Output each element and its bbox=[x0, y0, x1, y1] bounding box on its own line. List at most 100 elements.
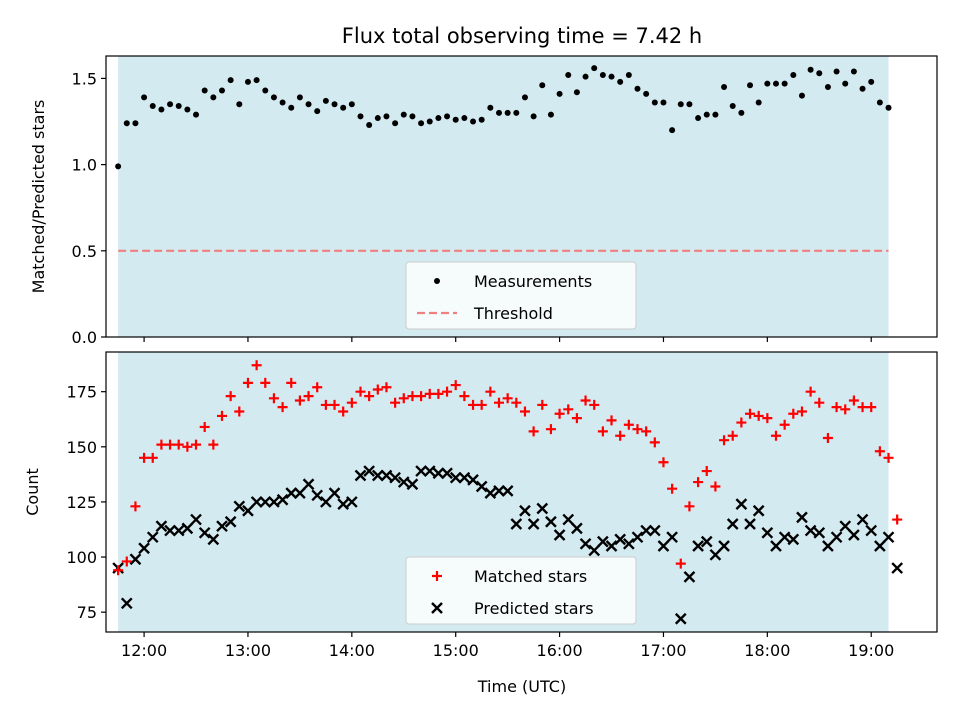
measurement-point bbox=[530, 113, 537, 120]
predicted-star-point bbox=[545, 515, 557, 528]
predicted-star-point bbox=[510, 518, 523, 530]
measurement-point bbox=[798, 92, 805, 99]
predicted-star-point bbox=[718, 540, 730, 552]
matched-star-point bbox=[649, 437, 660, 448]
y-tick-label: 75 bbox=[77, 603, 97, 622]
predicted-star-point bbox=[752, 504, 765, 517]
predicted-star-point bbox=[224, 515, 237, 528]
predicted-star-point bbox=[294, 487, 306, 499]
measurement-point bbox=[539, 82, 546, 89]
legend-label: Threshold bbox=[473, 304, 553, 323]
legend-measurements-marker bbox=[434, 278, 440, 284]
predicted-star-point bbox=[614, 533, 627, 546]
matched-star-point bbox=[623, 419, 634, 430]
predicted-star-point bbox=[216, 520, 228, 533]
y-tick-label: 175 bbox=[66, 383, 97, 402]
predicted-star-point bbox=[259, 496, 272, 508]
measurement-point bbox=[366, 121, 373, 128]
matched-star-point bbox=[554, 408, 565, 419]
matched-star-point bbox=[338, 406, 349, 417]
measurement-point bbox=[253, 77, 260, 84]
predicted-star-point bbox=[631, 531, 644, 544]
matched-star-point bbox=[147, 452, 158, 463]
measurement-point bbox=[141, 94, 148, 101]
matched-star-point bbox=[433, 388, 444, 399]
predicted-star-point bbox=[415, 465, 427, 477]
predicted-star-point bbox=[328, 487, 341, 499]
legend-label: Measurements bbox=[474, 272, 592, 291]
measurement-point bbox=[123, 120, 130, 127]
predicted-star-point bbox=[337, 498, 350, 510]
matched-star-point bbox=[390, 397, 401, 408]
matched-star-point bbox=[857, 402, 868, 413]
measurement-point bbox=[772, 80, 779, 87]
matched-star-point bbox=[156, 439, 167, 450]
predicted-star-point bbox=[527, 518, 540, 530]
matched-star-point bbox=[182, 441, 193, 452]
matched-star-point bbox=[130, 501, 141, 512]
y-tick-label: 0.5 bbox=[72, 242, 97, 261]
measurement-point bbox=[444, 113, 451, 120]
measurement-point bbox=[781, 80, 788, 87]
measurement-point bbox=[236, 101, 243, 108]
measurement-point bbox=[842, 80, 849, 87]
matched-star-point bbox=[545, 424, 556, 435]
measurement-point bbox=[201, 87, 208, 94]
matched-star-point bbox=[667, 483, 678, 494]
matched-star-point bbox=[260, 377, 271, 388]
predicted-star-point bbox=[657, 540, 670, 552]
matched-star-point bbox=[225, 391, 236, 402]
predicted-star-point bbox=[874, 540, 886, 552]
matched-star-point bbox=[615, 430, 626, 441]
predicted-star-point bbox=[553, 529, 566, 541]
matched-star-point bbox=[277, 402, 288, 413]
measurement-point bbox=[175, 102, 182, 109]
predicted-star-point bbox=[605, 540, 618, 552]
predicted-star-point bbox=[406, 478, 419, 491]
matched-star-point bbox=[121, 556, 132, 567]
matched-star-point bbox=[173, 439, 184, 450]
predicted-star-point bbox=[597, 535, 609, 548]
matched-star-point bbox=[165, 439, 176, 450]
measurement-point bbox=[591, 65, 598, 72]
matched-star-point bbox=[675, 558, 686, 569]
matched-star-point bbox=[848, 395, 859, 406]
measurement-point bbox=[115, 163, 122, 170]
predicted-star-point bbox=[891, 562, 904, 574]
matched-star-point bbox=[407, 391, 418, 402]
predicted-star-point bbox=[129, 553, 142, 566]
predicted-star-point bbox=[822, 540, 834, 552]
measurement-point bbox=[617, 78, 624, 85]
measurement-point bbox=[244, 78, 251, 85]
predicted-star-point bbox=[320, 496, 332, 508]
predicted-star-point bbox=[588, 544, 601, 557]
predicted-star-point bbox=[285, 487, 298, 499]
measurement-point bbox=[755, 99, 762, 106]
matched-star-point bbox=[571, 413, 582, 424]
predicted-star-point bbox=[856, 513, 869, 526]
bottom-panel: 12:00 13:00 14:00 15:00 16:00 17:00 18:00 19:00… bbox=[23, 351, 938, 660]
matched-star-point bbox=[216, 410, 227, 421]
x-tick-label: 18:00 bbox=[744, 641, 790, 660]
predicted-star-point bbox=[735, 498, 748, 510]
matched-star-point bbox=[139, 452, 150, 463]
matched-star-point bbox=[450, 380, 461, 391]
predicted-star-point bbox=[778, 531, 791, 544]
matched-star-point bbox=[874, 446, 885, 457]
top-panel: 0.0 0.5 1.0 1.5 Matched/Predicted stars Measu… bbox=[29, 55, 938, 347]
matched-star-point bbox=[814, 397, 825, 408]
matched-star-point bbox=[762, 413, 773, 424]
bottom-legend: Matched stars Predicted stars bbox=[405, 556, 637, 625]
x-tick-label: 14:00 bbox=[329, 641, 375, 660]
y-tick-label: 0.0 bbox=[72, 328, 97, 347]
measurement-point bbox=[747, 82, 754, 89]
matched-star-point bbox=[753, 410, 764, 421]
matched-star-point bbox=[779, 419, 790, 430]
matched-star-point bbox=[796, 406, 807, 417]
top-axes-frame bbox=[105, 55, 938, 338]
predicted-star-point bbox=[449, 471, 462, 484]
matched-star-point bbox=[563, 404, 574, 415]
measurement-point bbox=[461, 115, 468, 122]
y-tick-label: 150 bbox=[66, 438, 97, 457]
predicted-star-point bbox=[181, 522, 194, 535]
